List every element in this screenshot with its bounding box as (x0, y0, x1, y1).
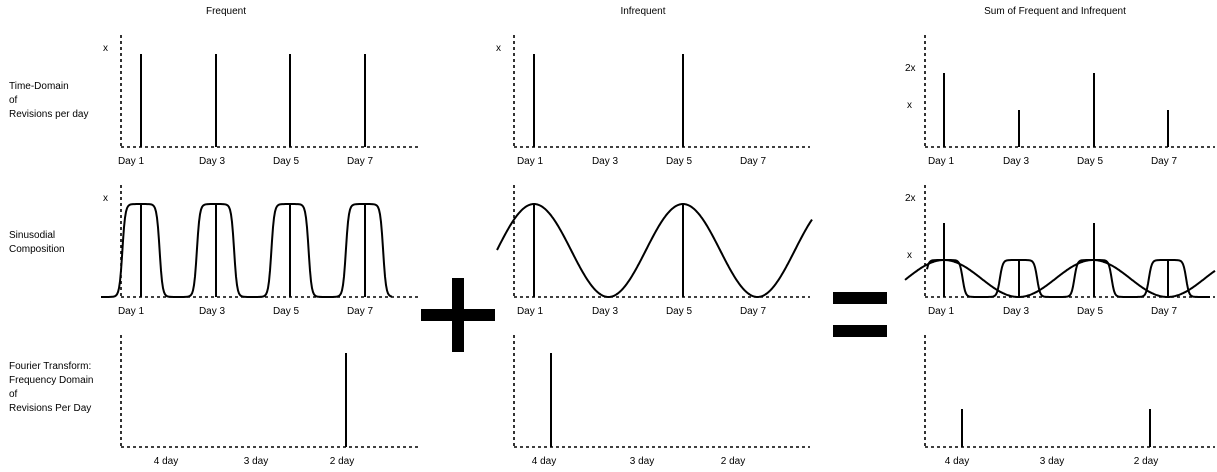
tick-day-5: Day 5 (1077, 306, 1104, 317)
tick-day-7: Day 7 (1151, 156, 1178, 167)
tick-day-1: Day 1 (928, 306, 955, 317)
tick-day-3: Day 3 (1003, 156, 1030, 167)
tick-day-7: Day 7 (1151, 306, 1178, 317)
svg-text:of: of (9, 389, 18, 400)
tick-day-7: Day 7 (740, 156, 767, 167)
tick-day-7: Day 7 (347, 306, 374, 317)
svg-text:Sinusodial: Sinusodial (9, 230, 55, 241)
tick-4-day: 4 day (154, 456, 178, 467)
svg-text:of: of (9, 95, 18, 106)
panel-sum-time: 2x x Day 1 Day 3 Day 5 Day 7 (905, 35, 1215, 167)
y-label-x: x (496, 43, 501, 54)
y-label-x: x (907, 250, 912, 261)
tick-day-5: Day 5 (666, 306, 693, 317)
row-label-sinusoidal: Sinusodial Composition (9, 230, 65, 255)
panel-frequent-fourier: 4 day 3 day 2 day (120, 335, 418, 467)
tick-2-day: 2 day (1134, 456, 1158, 467)
panel-sum-wave: 2x x Day 1 Day 3 Day 5 Day 7 (904, 185, 1216, 317)
y-label-x: x (103, 193, 108, 204)
tick-day-3: Day 3 (199, 156, 226, 167)
svg-text:Revisions per day: Revisions per day (9, 109, 88, 120)
row-label-time-domain: Time-Domain of Revisions per day (9, 81, 88, 120)
tick-day-3: Day 3 (592, 306, 619, 317)
svg-text:Composition: Composition (9, 244, 65, 255)
tick-day-3: Day 3 (592, 156, 619, 167)
column-title-sum: Sum of Frequent and Infrequent (984, 6, 1126, 17)
tick-day-7: Day 7 (740, 306, 767, 317)
tick-day-5: Day 5 (1077, 156, 1104, 167)
tick-4-day: 4 day (945, 456, 969, 467)
tick-3-day: 3 day (1040, 456, 1064, 467)
panel-infrequent-time: x Day 1 Day 3 Day 5 Day 7 (496, 35, 810, 167)
svg-text:Fourier Transform:: Fourier Transform: (9, 361, 91, 372)
frequent-sinusoid (101, 203, 393, 298)
infrequent-sinusoid (496, 203, 813, 298)
y-label-x: x (103, 43, 108, 54)
panel-frequent-time: x Day 1 Day 3 Day 5 Day 7 (103, 35, 418, 167)
tick-4-day: 4 day (532, 456, 556, 467)
equals-icon (833, 292, 887, 337)
tick-day-1: Day 1 (517, 306, 544, 317)
tick-2-day: 2 day (330, 456, 354, 467)
tick-day-1: Day 1 (928, 156, 955, 167)
tick-day-1: Day 1 (118, 156, 145, 167)
plus-icon (421, 278, 495, 352)
column-title-infrequent: Infrequent (620, 6, 665, 17)
tick-3-day: 3 day (630, 456, 654, 467)
tick-day-5: Day 5 (273, 306, 300, 317)
row-label-fourier: Fourier Transform: Frequency Domain of R… (9, 361, 93, 414)
y-label-x: x (907, 100, 912, 111)
tick-day-7: Day 7 (347, 156, 374, 167)
panel-infrequent-wave: Day 1 Day 3 Day 5 Day 7 (496, 185, 813, 317)
tick-day-3: Day 3 (1003, 306, 1030, 317)
tick-day-5: Day 5 (273, 156, 300, 167)
tick-day-1: Day 1 (118, 306, 145, 317)
svg-text:Frequency Domain: Frequency Domain (9, 375, 93, 386)
panel-frequent-wave: x Day 1 Day 3 Day 5 Day 7 (101, 185, 418, 317)
panel-infrequent-fourier: 4 day 3 day 2 day (513, 335, 810, 467)
tick-day-1: Day 1 (517, 156, 544, 167)
svg-text:Revisions Per Day: Revisions Per Day (9, 403, 91, 414)
column-title-frequent: Frequent (206, 6, 246, 17)
sum-frequent-sinusoid (926, 259, 1210, 298)
panel-sum-fourier: 4 day 3 day 2 day (924, 335, 1215, 467)
tick-day-3: Day 3 (199, 306, 226, 317)
y-label-2x: 2x (905, 63, 916, 74)
y-label-2x: 2x (905, 193, 916, 204)
tick-day-5: Day 5 (666, 156, 693, 167)
svg-text:Time-Domain: Time-Domain (9, 81, 69, 92)
tick-2-day: 2 day (721, 456, 745, 467)
tick-3-day: 3 day (244, 456, 268, 467)
sum-infrequent-sinusoid (904, 259, 1216, 298)
